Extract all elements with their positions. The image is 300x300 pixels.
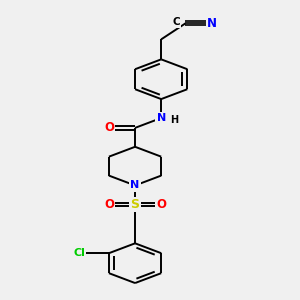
Text: O: O	[104, 198, 114, 211]
Text: O: O	[156, 198, 166, 211]
Text: O: O	[104, 122, 114, 134]
Text: C: C	[172, 17, 180, 27]
Text: Cl: Cl	[73, 248, 85, 258]
Text: N: N	[157, 113, 166, 123]
Text: N: N	[130, 181, 140, 190]
Text: H: H	[170, 115, 178, 125]
Text: S: S	[130, 198, 140, 211]
Text: N: N	[207, 17, 217, 30]
